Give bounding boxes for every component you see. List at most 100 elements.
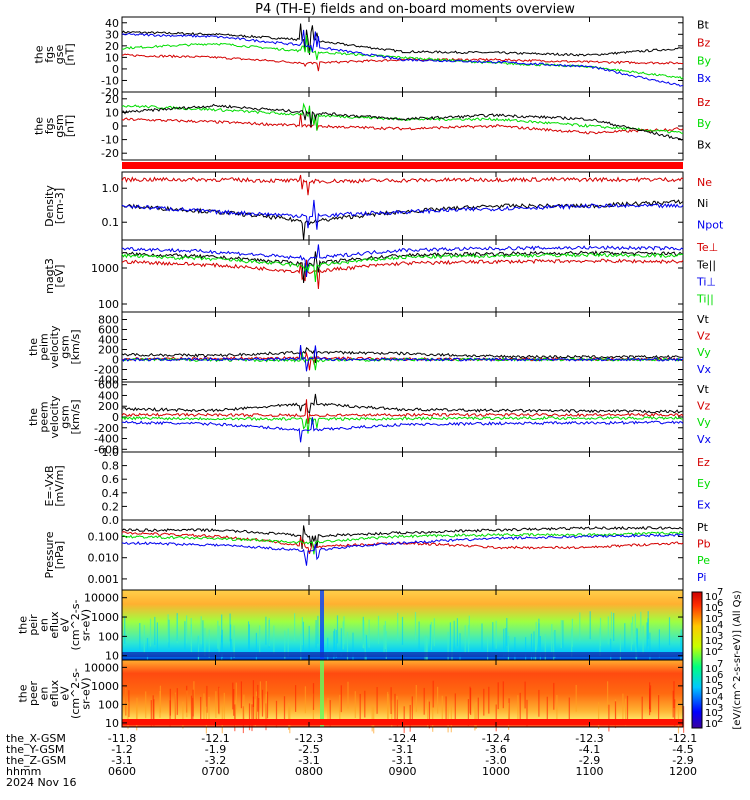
spectrogram-streak xyxy=(649,632,651,661)
y-tick-label: 400 xyxy=(98,334,119,347)
spectrogram-streak xyxy=(340,628,342,657)
y-tick-label: 100 xyxy=(98,298,119,311)
y-tick-label: 1.0 xyxy=(102,182,120,195)
spectrogram-streak xyxy=(530,633,533,662)
spectrogram-streak xyxy=(535,634,537,663)
spectrogram-streak xyxy=(544,634,546,663)
spectrogram-streak xyxy=(266,691,269,719)
legend-Vx: Vx xyxy=(697,433,712,446)
spectrogram-streak xyxy=(571,618,573,647)
spectrogram-streak xyxy=(233,689,235,716)
y-axis-label: [nT] xyxy=(64,115,77,137)
y-axis-label: the xyxy=(27,408,40,426)
y-tick-label: 1000 xyxy=(91,262,119,275)
spectrogram-streak xyxy=(275,700,278,728)
spectrogram-streak xyxy=(411,696,413,724)
colorbar-gradient xyxy=(691,591,703,729)
spectrogram-streak xyxy=(539,636,541,664)
spectrogram-streak xyxy=(315,620,317,649)
spectrogram-streak xyxy=(433,618,435,647)
spectrogram-streak xyxy=(190,624,192,653)
spectrogram-streak xyxy=(390,687,392,714)
series-line-Bx xyxy=(121,103,684,141)
spectrogram-streak xyxy=(308,625,310,654)
spectrogram-streak xyxy=(680,637,682,666)
spectrogram-streak xyxy=(153,699,155,726)
y-tick-label: 10 xyxy=(105,650,119,663)
spectrogram-streak xyxy=(635,630,637,659)
y-tick-label: 10 xyxy=(105,106,119,119)
spectrogram-streak xyxy=(206,685,208,713)
y-tick-label: 10000 xyxy=(84,592,119,605)
spectrogram-streak xyxy=(568,697,570,725)
series-line-Bt xyxy=(121,23,684,57)
footer-value: -2.5 xyxy=(298,743,319,756)
legend-Ti||: Ti|| xyxy=(696,293,714,306)
spectrogram-streak xyxy=(384,621,386,650)
spectrogram-streak xyxy=(503,628,505,657)
y-axis-label: en xyxy=(38,687,51,701)
spectrogram-streak xyxy=(352,632,354,661)
series-line-Pe xyxy=(122,531,684,555)
spectrogram-streak xyxy=(335,629,337,658)
spectrogram-streak xyxy=(607,681,609,709)
spectrogram-streak xyxy=(502,681,504,709)
spectrogram-streak xyxy=(284,630,286,659)
spectrogram-streak xyxy=(571,628,573,657)
spectrogram-streak xyxy=(257,684,259,712)
y-axis-label: (cm^2-s- xyxy=(69,600,82,651)
spectrogram-streak xyxy=(339,694,341,722)
spectrogram-streak xyxy=(437,686,439,714)
spectrogram-streak xyxy=(200,616,202,645)
spectrogram-streak xyxy=(598,702,600,729)
spectrogram-streak xyxy=(445,696,447,724)
series-line-Ne xyxy=(121,174,684,196)
spectrogram-streak xyxy=(519,692,521,720)
spectrogram-streak xyxy=(283,696,286,723)
spectrogram-streak xyxy=(387,694,389,721)
legend-Ey: Ey xyxy=(697,477,711,490)
spectrogram-streak xyxy=(449,622,451,651)
y-axis-label: [eV] xyxy=(53,265,66,288)
panel-temp: 1000 100 magt3[eV] Te⊥ Te|| Ti⊥ Ti|| xyxy=(43,239,718,313)
spectrogram-streak xyxy=(551,624,553,653)
spectrogram-streak xyxy=(554,630,556,658)
spectrogram-streak xyxy=(672,690,674,718)
spectrogram-streak xyxy=(658,695,660,722)
footer-value: -12.3 xyxy=(295,732,323,745)
spectrogram-streak xyxy=(505,628,507,656)
spectrogram-streak xyxy=(294,613,296,642)
spectrogram-streak xyxy=(302,621,304,650)
spectrogram-streak xyxy=(127,701,129,729)
spectrogram-streak xyxy=(154,616,156,645)
footer-value: 0600 xyxy=(108,765,136,778)
spectrogram-streak xyxy=(145,691,147,719)
colorbar-tick-exponent: 4 xyxy=(717,692,723,703)
y-axis-label: sr-eV) xyxy=(79,677,92,709)
spectrogram-streak xyxy=(634,613,636,642)
spectrogram-streak xyxy=(464,625,466,654)
spectrogram-streak xyxy=(208,697,210,724)
spectrogram-streak xyxy=(200,696,202,724)
series-line-Bz xyxy=(121,53,684,72)
spectrogram-streak xyxy=(526,699,528,727)
footer-value: -3.1 xyxy=(392,754,413,767)
spectrogram-streak xyxy=(288,703,290,730)
spectrogram-streak xyxy=(304,686,306,714)
panel-frame xyxy=(121,16,684,93)
colorbar-tick-exponent: 7 xyxy=(717,659,723,670)
footer-value: -12.1 xyxy=(669,732,697,745)
spectrogram-streak xyxy=(176,688,178,715)
spectrogram-streak xyxy=(423,687,425,715)
red-status-bar xyxy=(122,162,683,169)
y-axis-label: fgs xyxy=(43,117,56,134)
legend-Bz: Bz xyxy=(697,36,711,49)
spectrogram-streak xyxy=(124,615,126,644)
legend-Vy: Vy xyxy=(697,416,711,429)
series-line-Vy xyxy=(121,352,684,371)
spectrogram-streak xyxy=(424,635,426,664)
footer-value: -11.8 xyxy=(108,732,136,745)
y-axis-label: velocity xyxy=(48,325,61,368)
